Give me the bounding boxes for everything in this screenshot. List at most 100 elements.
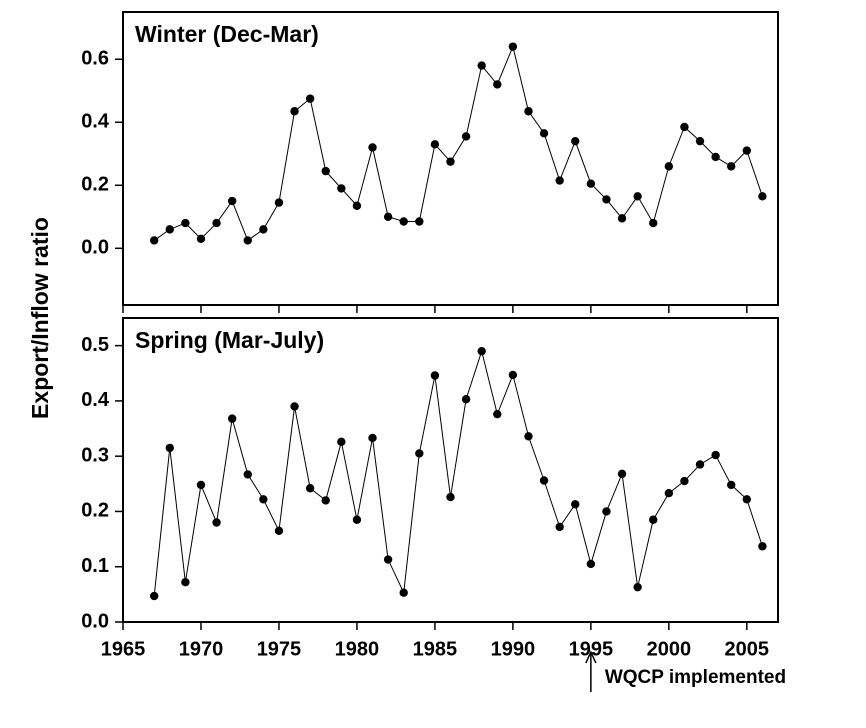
series-line — [153, 349, 763, 597]
data-point — [664, 489, 674, 498]
data-point — [649, 515, 658, 524]
data-point — [617, 214, 627, 223]
data-point — [727, 480, 736, 490]
data-point — [212, 518, 221, 527]
x-tick-label: 2005 — [725, 638, 770, 660]
data-point — [602, 507, 611, 516]
data-point — [758, 192, 767, 201]
data-point — [321, 166, 330, 176]
data-point — [446, 492, 455, 502]
data-point — [305, 94, 315, 103]
data-point — [196, 480, 206, 490]
plot-frame — [122, 317, 779, 623]
y-tick-label: 0.6 — [81, 48, 109, 70]
y-axis-label: Export/Inflow ratio — [27, 217, 53, 419]
y-tick-label: 0.1 — [81, 555, 109, 577]
data-point — [383, 555, 393, 564]
data-point — [212, 218, 221, 228]
data-point — [742, 495, 752, 504]
data-point — [524, 107, 533, 116]
data-point — [727, 162, 736, 171]
data-point — [524, 432, 533, 441]
data-point — [586, 179, 596, 188]
data-point — [461, 395, 471, 404]
data-point — [196, 234, 206, 244]
data-point — [571, 136, 580, 146]
data-point — [181, 578, 190, 587]
data-point — [695, 460, 705, 469]
x-tick-label: 1965 — [101, 638, 146, 660]
data-point — [383, 212, 393, 221]
y-tick-label: 0.4 — [81, 111, 110, 133]
data-point — [290, 107, 299, 116]
data-point — [680, 122, 689, 132]
series-line — [153, 45, 763, 242]
data-point — [508, 42, 518, 51]
data-point — [149, 236, 159, 245]
data-point — [633, 192, 642, 201]
x-tick-label: 1975 — [257, 638, 302, 660]
data-point — [633, 582, 642, 592]
data-point — [477, 346, 486, 356]
data-point — [430, 371, 440, 380]
data-point — [508, 370, 518, 380]
data-point — [415, 217, 424, 226]
plot-frame — [122, 11, 779, 306]
y-tick-label: 0.0 — [81, 237, 109, 259]
data-point — [368, 143, 377, 152]
y-tick-label: 0.0 — [81, 610, 109, 632]
data-point — [602, 195, 611, 204]
x-tick-label: 1985 — [413, 638, 458, 660]
y-tick-label: 0.3 — [81, 444, 109, 466]
data-point — [274, 526, 284, 535]
data-point — [149, 591, 159, 601]
data-point — [227, 196, 237, 206]
data-point — [368, 433, 377, 443]
data-point — [321, 496, 330, 505]
data-point — [399, 217, 408, 226]
data-point — [290, 402, 299, 411]
data-point — [555, 176, 564, 185]
y-tick-label: 0.5 — [81, 334, 109, 356]
y-tick-label: 0.4 — [81, 389, 110, 411]
y-tick-label: 0.2 — [81, 500, 109, 522]
data-point — [165, 443, 174, 453]
data-point — [695, 136, 705, 146]
x-tick-label: 1990 — [491, 638, 536, 660]
panel-title: Spring (Mar-July) — [135, 327, 324, 353]
data-point — [274, 198, 284, 207]
data-point — [680, 476, 689, 486]
data-point — [586, 559, 596, 569]
data-point — [493, 409, 502, 419]
data-point — [305, 484, 315, 493]
data-point — [446, 157, 455, 166]
data-point — [664, 162, 674, 171]
annotation-text: WQCP implemented — [605, 667, 786, 688]
data-point — [477, 61, 486, 70]
data-point — [539, 129, 549, 138]
panel-title: Winter (Dec-Mar) — [135, 21, 319, 47]
data-point — [493, 80, 502, 89]
data-point — [259, 495, 268, 504]
data-point — [352, 201, 362, 210]
data-point — [337, 437, 346, 447]
data-point — [181, 218, 190, 228]
data-point — [461, 132, 471, 141]
data-point — [243, 236, 252, 245]
x-tick-label: 2000 — [647, 638, 692, 660]
data-point — [649, 218, 658, 228]
data-point — [711, 152, 720, 162]
annotation-arrow — [585, 650, 597, 692]
data-point — [243, 470, 252, 479]
data-point — [539, 476, 549, 485]
data-point — [337, 184, 346, 193]
data-point — [617, 469, 627, 479]
y-tick-label: 0.2 — [81, 174, 109, 196]
data-point — [571, 500, 580, 509]
data-point — [352, 515, 362, 524]
data-point — [165, 225, 174, 234]
data-point — [742, 146, 752, 155]
data-point — [430, 140, 440, 149]
data-point — [399, 588, 408, 597]
